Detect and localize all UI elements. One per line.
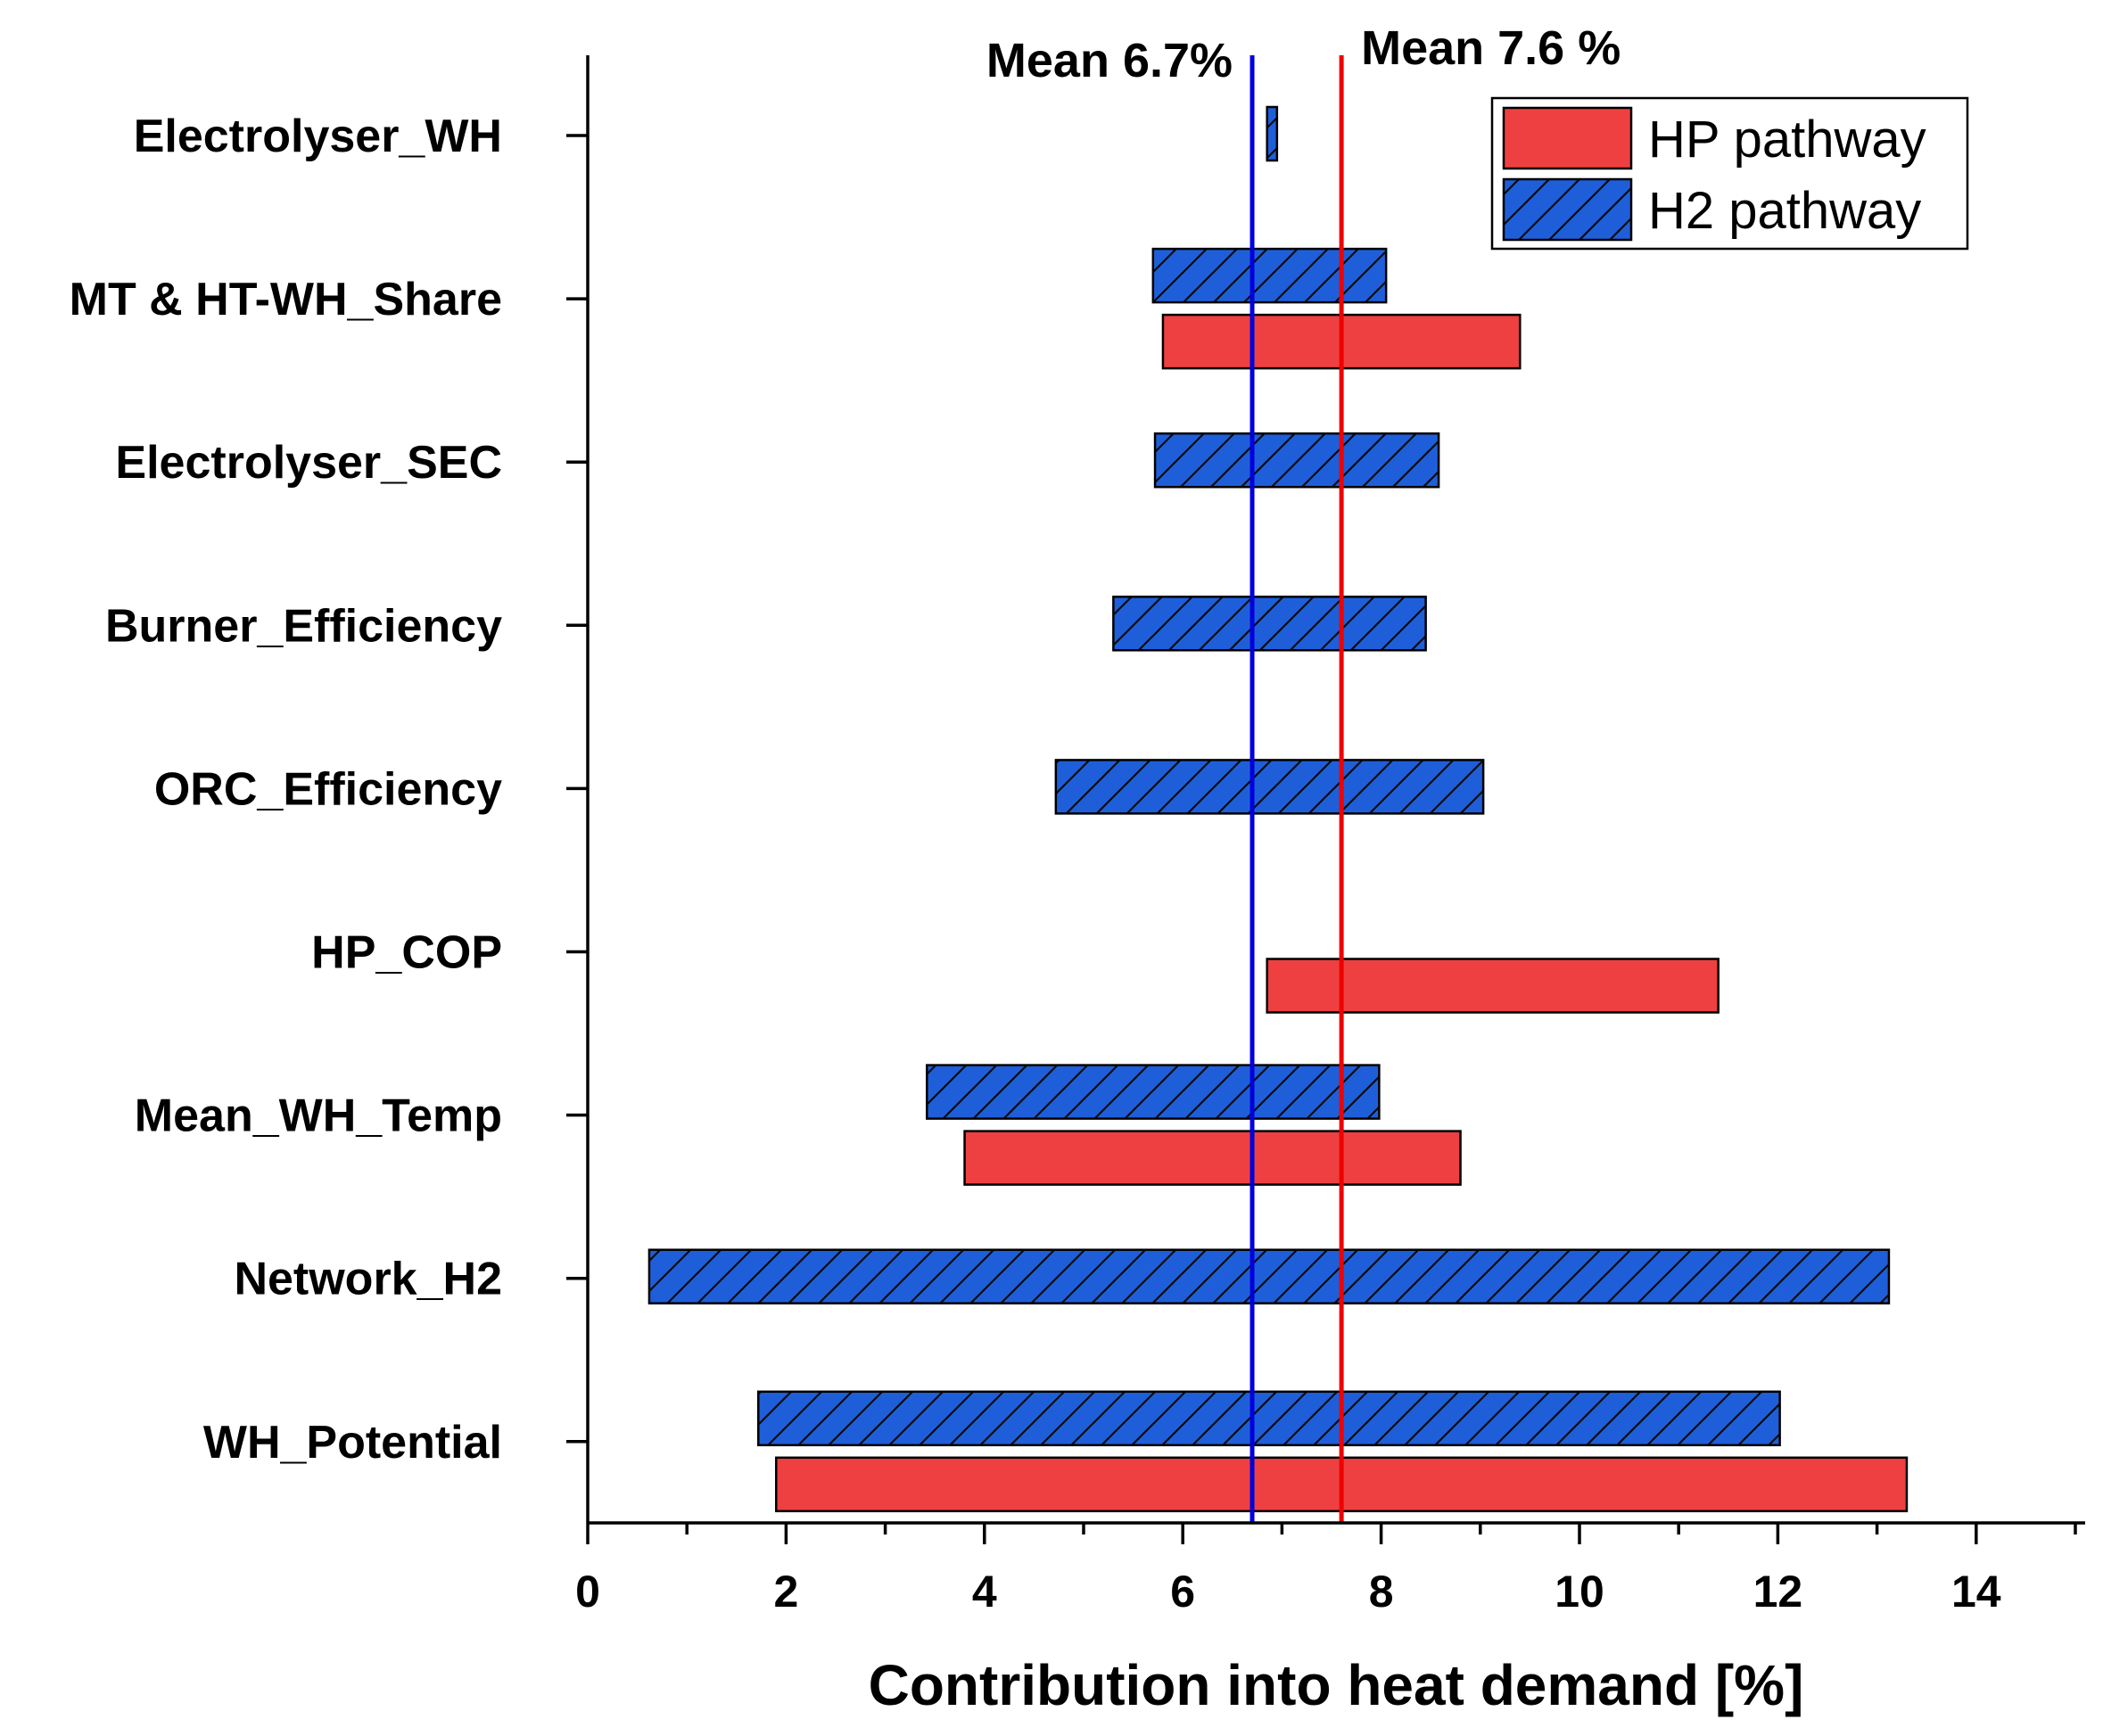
y-ticks-layer: [566, 134, 588, 1444]
x-tick-label: 10: [1555, 1567, 1604, 1617]
mean-label-h2-pathway: Mean 6.7%: [986, 34, 1233, 87]
mean-label-hp-pathway: Mean 7.6 %: [1361, 21, 1621, 75]
x-axis-title: Contribution into heat demand [%]: [869, 1653, 1804, 1717]
bar-h2-pathway-electrolyser-wh: [1266, 105, 1279, 162]
bar-h2-pathway-mt-ht-wh-share: [1151, 247, 1388, 304]
category-label-electrolyser-sec: Electrolyser_SEC: [115, 437, 502, 489]
legend-swatch-h2-pathway: [1502, 177, 1633, 242]
category-labels: Electrolyser_WH MT & HT-WH_Share Electroly…: [70, 111, 502, 1469]
bar-hp-pathway-mean-wh-temp: [963, 1130, 1462, 1186]
legend: HP pathway H2 pathway: [1490, 96, 1969, 251]
x-ticks-layer: [586, 1523, 2077, 1544]
category-label-hp-cop: HP_COP: [311, 927, 502, 979]
x-tick-label: 4: [972, 1567, 997, 1617]
bar-h2-pathway-network-h2: [647, 1248, 1891, 1304]
category-label-burner-efficiency: Burner_Efficiency: [105, 600, 502, 652]
bar-hp-pathway-hp-cop: [1266, 958, 1720, 1014]
mean-lines-layer: [1249, 55, 1344, 1523]
x-tick-label: 12: [1753, 1567, 1803, 1617]
x-tick-label: 6: [1170, 1567, 1195, 1617]
x-tick-labels: 0 2 4 6 8 10 12 14: [575, 1567, 2001, 1617]
category-label-mt-ht-wh-share: MT & HT-WH_Share: [70, 274, 502, 325]
category-label-orc-efficiency: ORC_Efficiency: [154, 763, 502, 815]
x-tick-label: 0: [575, 1567, 600, 1617]
bar-h2-pathway-wh-potential: [757, 1390, 1781, 1447]
x-tick-label: 8: [1369, 1567, 1394, 1617]
bar-h2-pathway-electrolyser-sec: [1153, 432, 1440, 489]
category-label-network-h2: Network_H2: [234, 1254, 502, 1305]
bar-h2-pathway-mean-wh-temp: [926, 1064, 1381, 1120]
category-label-wh-potential: WH_Potential: [203, 1417, 502, 1469]
x-tick-label: 14: [1951, 1567, 2001, 1617]
bars-layer: [647, 105, 1909, 1513]
bar-h2-pathway-burner-efficiency: [1112, 596, 1427, 652]
category-label-mean-wh-temp: Mean_WH_Temp: [135, 1090, 502, 1142]
legend-swatch-hp-pathway: [1502, 106, 1633, 170]
x-tick-label: 2: [773, 1567, 798, 1617]
category-label-electrolyser-wh: Electrolyser_WH: [134, 111, 502, 162]
mean-labels-layer: Mean 6.7% Mean 7.6 %: [986, 21, 1621, 87]
legend-label-hp-pathway: HP pathway: [1648, 111, 1926, 169]
bar-h2-pathway-orc-efficiency: [1054, 759, 1485, 815]
legend-label-h2-pathway: H2 pathway: [1648, 182, 1921, 240]
